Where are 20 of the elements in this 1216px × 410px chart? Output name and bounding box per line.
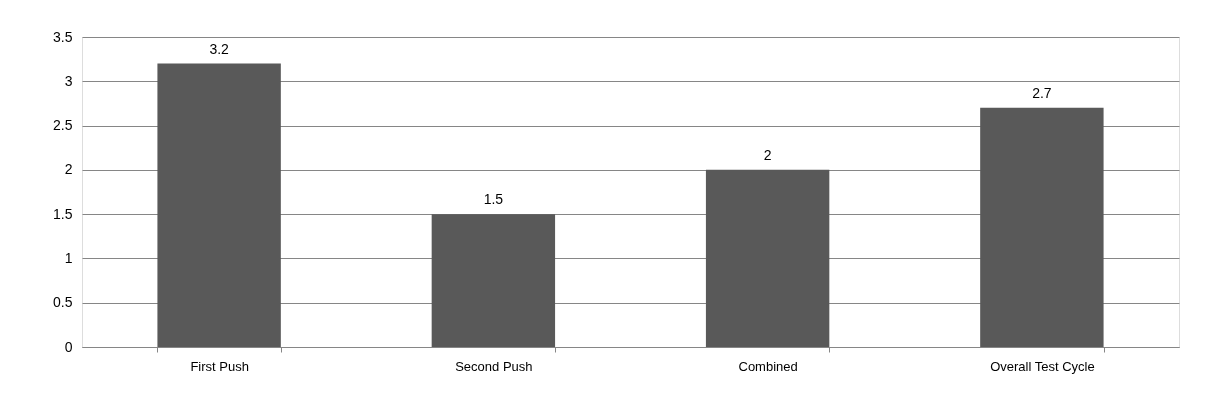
x-tick-label: Second Push [455, 358, 533, 374]
y-tick-label: 1.5 [53, 205, 73, 222]
y-tick-label: 0.5 [53, 294, 73, 311]
y-tick-label: 2 [64, 161, 73, 178]
y-tick-label: 2.5 [53, 117, 73, 134]
x-tick-label: Overall Test Cycle [990, 358, 1095, 374]
data-label: 1.5 [483, 191, 504, 208]
y-tick-label: 3 [64, 72, 73, 89]
bar [431, 214, 556, 347]
bar [157, 63, 281, 347]
y-tick-label: 0 [64, 338, 73, 355]
bar [705, 169, 830, 347]
y-tick-label: 3.5 [53, 28, 73, 45]
x-tick-label: Combined [738, 358, 798, 374]
data-label: 3.2 [209, 40, 230, 57]
y-tick-label: 1 [64, 249, 73, 266]
x-tick-label: First Push [190, 358, 249, 374]
data-label: 2 [763, 146, 772, 163]
data-label: 2.7 [1032, 84, 1052, 101]
bar [980, 107, 1104, 347]
